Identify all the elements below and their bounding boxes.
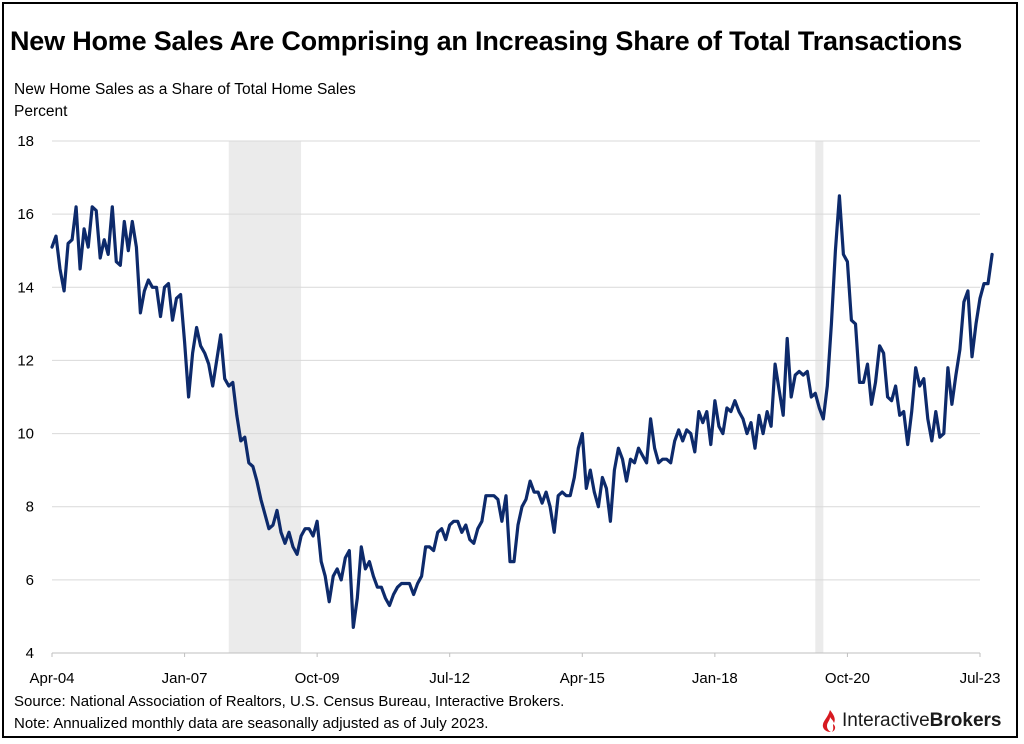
interactive-brokers-logo: InteractiveBrokers xyxy=(821,708,1001,734)
source-note: Source: National Association of Realtors… xyxy=(14,693,565,710)
x-tick-label-Oct-20: Oct-20 xyxy=(825,670,870,687)
interactive-brokers-logo-icon xyxy=(822,710,836,732)
logo-text-regular: Interactive xyxy=(842,710,930,731)
y-tick-label-14: 14 xyxy=(17,279,34,296)
footnote: Note: Annualized monthly data are season… xyxy=(14,715,489,732)
gridlines xyxy=(52,140,980,581)
x-tick-label-Jan-07: Jan-07 xyxy=(162,670,208,687)
x-tick-label-Oct-09: Oct-09 xyxy=(295,670,340,687)
series xyxy=(50,194,994,630)
x-tick-label-Jul-12: Jul-12 xyxy=(429,670,470,687)
series-line-1 xyxy=(50,194,994,630)
y-axis: 4 6 8 10 12 14 16 18 xyxy=(17,133,34,662)
chart-subtitle: New Home Sales as a Share of Total Home … xyxy=(14,81,356,98)
y-tick-label-6: 6 xyxy=(26,572,34,589)
y-tick-label-10: 10 xyxy=(17,426,34,443)
x-tick-label-Apr-04: Apr-04 xyxy=(29,670,74,687)
y-tick-label-4: 4 xyxy=(26,645,34,662)
logo-text-bold: Brokers xyxy=(929,710,1002,731)
x-axis: Apr-04 Jan-07 Oct-09 Jul-12 Apr-15 Jan-18 Oct-… xyxy=(29,652,1001,687)
x-tick-label-Jan-18: Jan-18 xyxy=(692,670,738,687)
recession-band-1 xyxy=(228,141,302,653)
recession-shading xyxy=(228,141,824,653)
y-tick-label-8: 8 xyxy=(26,499,34,516)
y-tick-label-12: 12 xyxy=(17,352,34,369)
chart-title: New Home Sales Are Comprising an Increas… xyxy=(10,26,963,56)
x-tick-label-Jul-23: Jul-23 xyxy=(960,670,1001,687)
y-axis-unit-label: Percent xyxy=(14,103,68,120)
y-tick-label-16: 16 xyxy=(17,206,34,223)
y-tick-label-18: 18 xyxy=(17,133,34,150)
logo-wordmark: InteractiveBrokers xyxy=(842,710,1001,732)
recession-band-2 xyxy=(815,141,824,653)
x-tick-label-Apr-15: Apr-15 xyxy=(560,670,605,687)
